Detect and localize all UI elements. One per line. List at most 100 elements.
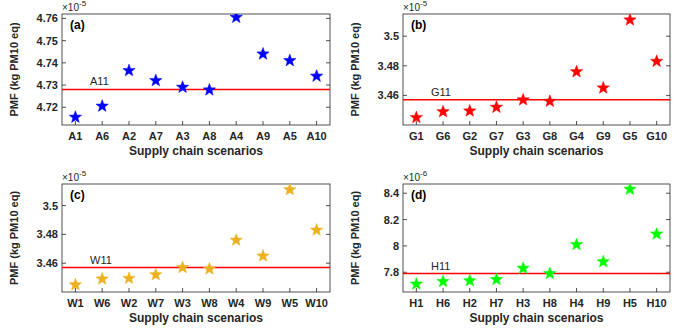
y-tick <box>666 95 670 96</box>
y-tick <box>403 193 407 194</box>
y-tick-label: 4.72 <box>37 101 58 113</box>
reference-label: W11 <box>90 254 112 266</box>
panel: 4.724.734.744.754.76A1A6A2A7A3A8A4A9A5A1… <box>8 0 330 158</box>
x-tick <box>549 288 550 292</box>
data-point <box>284 184 296 195</box>
data-point <box>150 268 162 280</box>
data-point <box>230 234 242 246</box>
data-group <box>62 184 330 290</box>
data-point <box>257 250 269 262</box>
y-tick <box>326 40 330 41</box>
data-group <box>403 14 670 123</box>
y-tick-label: 7.8 <box>384 266 399 278</box>
data-point <box>650 55 662 67</box>
x-tick-label: H5 <box>623 297 637 309</box>
data-point <box>624 184 636 195</box>
x-tick <box>182 288 183 292</box>
x-axis-label: Supply chain scenarios <box>469 144 603 158</box>
data-point <box>437 275 449 287</box>
panel-title: (b) <box>411 18 426 32</box>
data-point <box>490 273 502 285</box>
x-tick <box>102 121 103 125</box>
x-tick-label: A9 <box>256 130 270 142</box>
y-axis-label: PMF (kg PM10 eq) <box>8 22 20 116</box>
x-tick <box>443 121 444 125</box>
x-tick <box>263 121 264 125</box>
y-tick <box>62 107 66 108</box>
x-tick <box>75 121 76 125</box>
data-point <box>410 111 422 123</box>
y-tick <box>62 18 66 19</box>
x-tick <box>629 288 630 292</box>
x-tick <box>316 121 317 125</box>
x-tick-label: G3 <box>516 130 531 142</box>
x-tick-label: H8 <box>543 297 557 309</box>
data-point <box>96 100 108 112</box>
x-tick-label: G10 <box>646 130 667 142</box>
x-tick <box>656 288 657 292</box>
data-point <box>310 224 322 236</box>
y-tick-label: 3.5 <box>43 200 58 212</box>
y-multiplier: ×10-6 <box>403 169 428 183</box>
x-tick <box>209 121 210 125</box>
reference-label: H11 <box>431 260 450 272</box>
panel-title: (c) <box>70 188 85 202</box>
reference-line <box>62 267 330 269</box>
x-tick-label: G2 <box>462 130 477 142</box>
x-tick-label: A3 <box>176 130 190 142</box>
y-multiplier: ×10-5 <box>403 0 428 13</box>
x-tick-label: W8 <box>201 297 218 309</box>
x-tick <box>523 288 524 292</box>
x-tick <box>629 121 630 125</box>
data-point <box>123 272 135 284</box>
y-tick <box>403 95 407 96</box>
data-point <box>230 14 242 23</box>
data-point <box>123 64 135 76</box>
data-point <box>517 262 529 274</box>
x-tick-label: W10 <box>305 297 328 309</box>
y-multiplier: ×10-5 <box>62 0 87 13</box>
data-point <box>257 47 269 59</box>
x-tick-label: W2 <box>121 297 138 309</box>
x-tick <box>182 121 183 125</box>
y-tick <box>326 205 330 206</box>
figure: 4.724.734.744.754.76A1A6A2A7A3A8A4A9A5A1… <box>0 0 685 331</box>
reference-line <box>62 89 330 91</box>
x-tick <box>469 288 470 292</box>
y-tick-label: 3.48 <box>37 228 58 240</box>
data-point <box>69 278 81 290</box>
y-tick <box>326 62 330 63</box>
data-group <box>403 184 670 289</box>
x-axis-label: Supply chain scenarios <box>129 144 263 158</box>
y-tick <box>666 272 670 273</box>
y-tick <box>666 36 670 37</box>
y-tick-label: 4.73 <box>37 79 58 91</box>
plot-frame <box>403 14 670 125</box>
x-tick-label: G9 <box>596 130 611 142</box>
x-tick-label: W7 <box>148 297 165 309</box>
y-tick <box>326 234 330 235</box>
y-tick <box>326 85 330 86</box>
panel: 3.463.483.5W1W6W2W7W3W8W4W9W5W10W11(c)×1… <box>8 169 330 325</box>
x-tick <box>129 288 130 292</box>
x-tick <box>236 288 237 292</box>
y-tick-label: 3.48 <box>378 60 399 72</box>
x-tick-label: A6 <box>95 130 109 142</box>
data-point <box>176 81 188 93</box>
x-tick-label: H10 <box>647 297 667 309</box>
plot-frame <box>62 14 330 125</box>
y-tick <box>62 263 66 264</box>
x-tick-label: H3 <box>516 297 530 309</box>
panel: 7.888.28.4H1H6H2H7H3H8H4H9H5H10H11(d)×10… <box>349 169 670 325</box>
data-point <box>150 74 162 86</box>
y-tick <box>403 245 407 246</box>
x-tick-label: G1 <box>409 130 424 142</box>
y-tick-label: 4.75 <box>37 35 58 47</box>
reference-label: G11 <box>431 86 451 98</box>
y-tick <box>62 85 66 86</box>
data-point <box>544 267 556 279</box>
y-tick <box>62 205 66 206</box>
y-multiplier-exponent: -5 <box>79 0 87 8</box>
reference-line <box>403 273 670 275</box>
x-tick-label: G5 <box>623 130 638 142</box>
